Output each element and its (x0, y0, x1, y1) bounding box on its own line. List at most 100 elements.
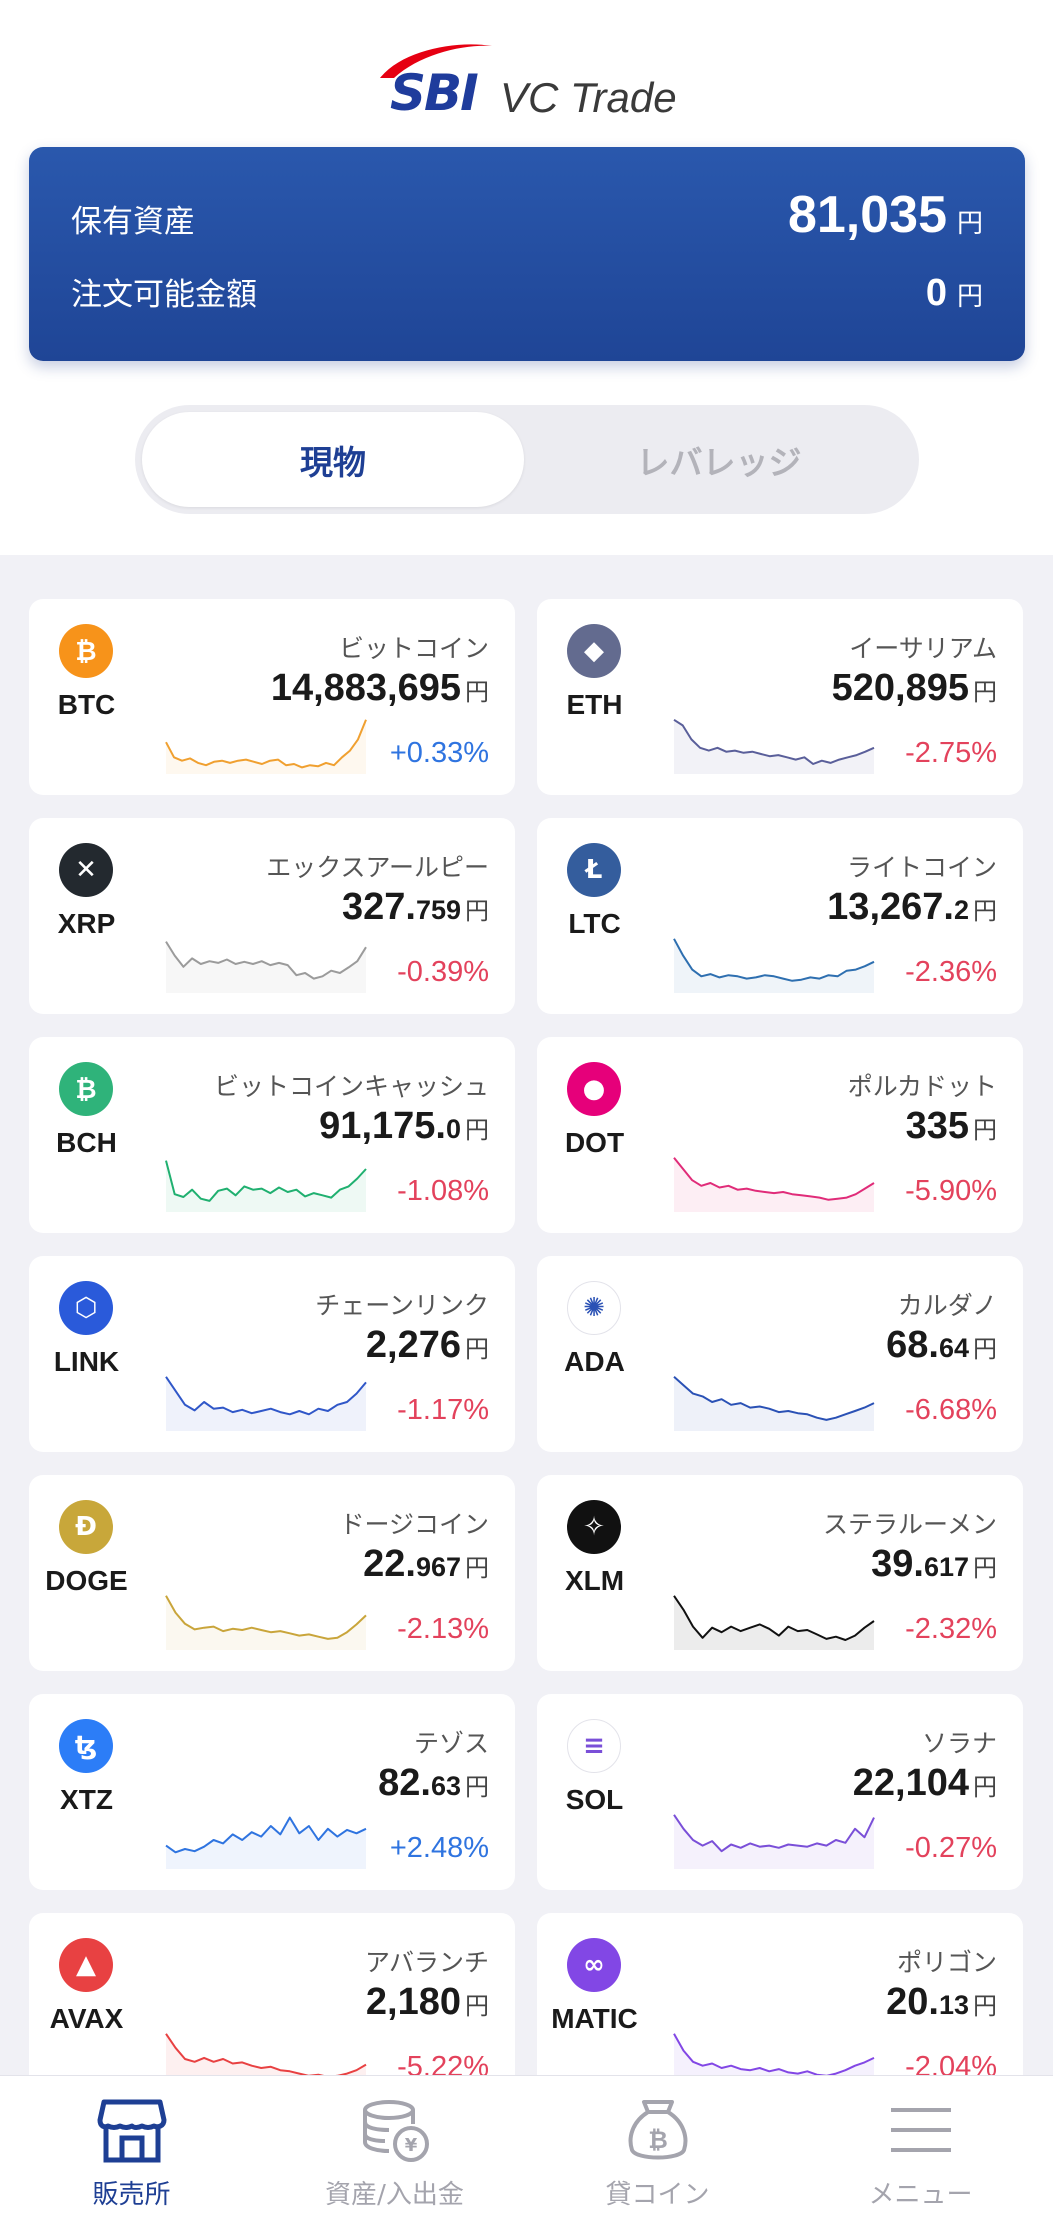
coin-name: テゾス (413, 1729, 489, 1758)
sparkline-chart (673, 1595, 875, 1650)
nav-item-menu[interactable]: メニュー (789, 2076, 1052, 2213)
sparkline-line (165, 2033, 367, 2075)
yen-unit: 円 (973, 1335, 997, 1363)
logo-swoosh (380, 44, 492, 78)
coin-card-eth[interactable]: ◆ ETH イーサリアム 520,895 円 -2.75% (537, 599, 1023, 795)
price-change: -2.36% (905, 956, 997, 988)
polkadot-icon: ● (567, 1062, 621, 1116)
price-change: -5.90% (905, 1175, 997, 1207)
sparkline-area (166, 1160, 366, 1212)
coin-name: ビットコインキャッシュ (213, 1072, 489, 1101)
coin-price: 327.759 円 (342, 886, 489, 929)
coin-card-ltc[interactable]: Ł LTC ライトコイン 13,267.2 円 -2.36% (537, 818, 1023, 1014)
sparkline-area (166, 1376, 366, 1431)
stellar-icon: ✧ (567, 1500, 621, 1554)
coin-name: チェーンリンク (315, 1291, 489, 1320)
coin-card-avax[interactable]: ▲ AVAX アバランチ 2,180 円 -5.22% (29, 1913, 515, 2075)
sparkline-line (673, 1595, 875, 1641)
price-main: 82. (378, 1762, 431, 1804)
coin-card-btc[interactable]: ₿ BTC ビットコイン 14,883,695 円 +0.33% (29, 599, 515, 795)
coin-card-matic[interactable]: ∞ MATIC ポリゴン 20.13 円 -2.04% (537, 1913, 1023, 2075)
coin-name: イーサリアム (849, 634, 997, 663)
price-change: +0.33% (389, 737, 489, 769)
sparkline-area (674, 1595, 874, 1650)
nav-item-lending[interactable]: ₿ 貸コイン (526, 2076, 789, 2213)
sparkline-area (166, 719, 366, 774)
bitcoin-icon: ₿ (59, 624, 113, 678)
yen-unit: 円 (465, 1554, 489, 1582)
coin-card-xrp[interactable]: ✕ XRP エックスアールピー 327.759 円 -0.39% (29, 818, 515, 1014)
coin-price: 68.64 円 (886, 1324, 997, 1367)
sparkline-chart (165, 2033, 367, 2075)
coin-price: 22,104 円 (853, 1762, 997, 1805)
sparkline-area (674, 2033, 874, 2075)
yen-unit: 円 (973, 1773, 997, 1801)
coins-yen-icon: ¥ (363, 2100, 429, 2162)
yen-unit: 円 (465, 1773, 489, 1801)
price-main: 91,175. (319, 1105, 446, 1147)
coin-price: 91,175.0 円 (319, 1105, 489, 1148)
sparkline-area (674, 938, 874, 993)
price-main: 39. (871, 1543, 924, 1585)
coin-card-sol[interactable]: ≡ SOL ソラナ 22,104 円 -0.27% (537, 1694, 1023, 1890)
coin-symbol: XTZ (60, 1784, 113, 1815)
price-decimal: 0 (445, 1114, 461, 1144)
coin-list: ₿ BTC ビットコイン 14,883,695 円 +0.33% ◆ ETH イーサリアム 520… (0, 555, 1053, 2075)
coin-name: ドージコイン (339, 1510, 489, 1539)
sparkline-line (165, 1376, 367, 1416)
coin-symbol: MATIC (551, 2003, 638, 2034)
yen-unit: 円 (973, 1992, 997, 2020)
price-change: -2.32% (905, 1613, 997, 1645)
coin-card-xlm[interactable]: ✧ XLM ステラルーメン 39.617 円 -2.32% (537, 1475, 1023, 1671)
tab-leverage[interactable]: レバレッジ (636, 442, 802, 482)
coin-price: 13,267.2 円 (827, 886, 997, 929)
coin-card-xtz[interactable]: ꜩ XTZ テゾス 82.63 円 +2.48% (29, 1694, 515, 1890)
coin-symbol: XRP (57, 908, 116, 939)
sparkline-area (674, 1376, 874, 1431)
sparkline-chart (165, 1160, 367, 1212)
nav-item-assets-deposit[interactable]: ¥ 資産/入出金 (263, 2076, 526, 2213)
tezos-icon: ꜩ (59, 1719, 113, 1773)
price-main: 22. (363, 1543, 416, 1585)
sparkline-area (166, 941, 366, 993)
bitcoin-cash-icon: ₿ (59, 1062, 113, 1116)
coin-symbol: AVAX (49, 2003, 124, 2034)
price-main: 335 (905, 1105, 969, 1147)
sparkline-area (674, 1814, 874, 1869)
price-main: 20. (886, 1981, 939, 2023)
solana-icon: ≡ (567, 1719, 621, 1773)
coin-card-dot[interactable]: ● DOT ポルカドット 335 円 -5.90% (537, 1037, 1023, 1233)
coin-symbol: BCH (56, 1127, 117, 1158)
coin-symbol: LINK (53, 1346, 120, 1377)
sparkline-line (165, 1595, 367, 1640)
nav-label: メニュー (868, 2180, 973, 2210)
coin-price: 39.617 円 (871, 1543, 997, 1586)
sparkline-line (165, 941, 367, 980)
price-change: -5.22% (397, 2051, 489, 2075)
yen-unit: 円 (465, 897, 489, 925)
sparkline-chart (165, 1816, 367, 1869)
price-main: 22,104 (852, 1762, 969, 1804)
sparkline-line (673, 2033, 875, 2075)
store-icon (97, 2099, 167, 2163)
coin-card-ada[interactable]: ✺ ADA カルダノ 68.64 円 -6.68% (537, 1256, 1023, 1452)
svg-text:₿: ₿ (648, 2126, 668, 2154)
coin-card-bch[interactable]: ₿ BCH ビットコインキャッシュ 91,175.0 円 -1.08% (29, 1037, 515, 1233)
coin-symbol: DOT (564, 1127, 625, 1158)
logo-product: VC Trade (500, 74, 677, 121)
yen-unit: 円 (973, 1116, 997, 1144)
sparkline-chart (673, 1376, 875, 1431)
tab-spot[interactable]: 現物 (142, 412, 524, 507)
sparkline-area (166, 1817, 366, 1869)
sbi-vc-trade-logo: SBI VC Trade (372, 38, 692, 128)
xrp-icon: ✕ (59, 843, 113, 897)
coin-card-link[interactable]: ⬡ LINK チェーンリンク 2,276 円 -1.17% (29, 1256, 515, 1452)
svg-text:¥: ¥ (405, 2135, 418, 2156)
coin-card-doge[interactable]: Ð DOGE ドージコイン 22.967 円 -2.13% (29, 1475, 515, 1671)
price-decimal: 2 (953, 895, 969, 925)
holding-assets-row: 保有資産 81,035 円 (71, 185, 983, 245)
trade-type-tabs: 現物 レバレッジ (135, 405, 919, 514)
nav-item-store[interactable]: 販売所 (0, 2076, 263, 2213)
